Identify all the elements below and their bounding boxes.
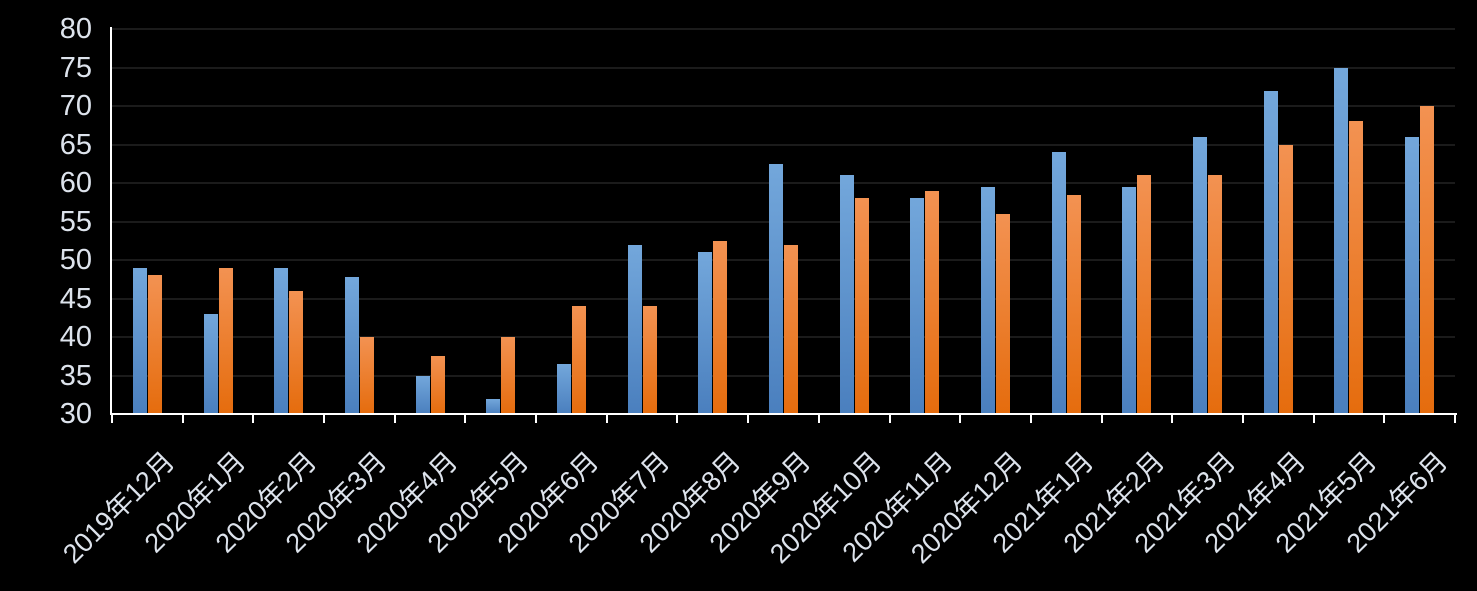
x-axis-tick [676,414,679,423]
bar-blue-series [344,276,359,414]
bar-blue-series [1334,67,1349,414]
bar-blue-series [1405,136,1420,414]
bar-blue-series [486,398,501,414]
bar-blue-series [839,175,854,414]
bar-blue-series [910,198,925,414]
x-axis-tick [464,414,467,423]
bar-orange-series [642,306,657,414]
bar-orange-series [1208,175,1223,414]
bar-orange-series [1349,121,1364,414]
bar-orange-series [430,356,445,414]
y-axis-tick-label: 65 [59,128,92,161]
x-axis-tick [252,414,255,423]
bar-blue-series [1193,136,1208,414]
x-axis-tick [605,414,608,423]
gridline [112,28,1455,30]
gridline [112,182,1455,184]
bar-blue-series [981,186,996,414]
y-axis-tick-label: 55 [59,205,92,238]
gridline [112,297,1455,300]
gridline [112,143,1455,146]
bar-blue-series [1263,90,1278,414]
gridline [112,259,1455,261]
bar-orange-series [289,290,304,414]
bar-orange-series [925,190,940,414]
y-axis-tick-label: 60 [59,167,92,199]
bar-orange-series [147,275,162,414]
bar-orange-series [218,267,233,414]
bar-orange-series [784,244,798,414]
x-axis-tick [747,414,750,423]
x-axis-tick [1029,414,1032,423]
x-axis-tick [181,414,184,423]
x-axis-tick [393,414,396,423]
bar-orange-series [854,198,869,414]
x-axis-tick [1171,414,1174,423]
bar-blue-series [132,267,147,414]
y-axis-line [110,27,112,414]
x-axis-tick [1454,414,1456,423]
bar-orange-series [1137,175,1152,414]
gridline [112,220,1455,223]
bar-orange-series [359,337,374,414]
gridline [112,336,1455,338]
bar-blue-series [627,244,642,414]
x-axis-tick [535,414,538,423]
bar-blue-series [415,375,430,414]
x-axis-tick [1241,414,1244,423]
bar-blue-series [556,363,571,414]
x-axis-tick [1100,414,1103,423]
gridline [112,66,1455,69]
y-axis-tick-label: 75 [59,51,92,84]
y-axis-tick-label: 40 [59,321,92,353]
gridline [112,374,1455,377]
bar-blue-series [203,313,218,414]
gridline [112,105,1455,107]
x-axis-tick [959,414,962,423]
y-axis-tick-label: 70 [59,90,92,122]
bar-orange-series [571,306,586,414]
bar-orange-series [996,213,1011,414]
x-axis-line [110,413,1457,415]
x-axis-tick [888,414,891,423]
bar-blue-series [274,267,289,414]
y-axis-tick-label: 80 [59,13,92,45]
y-axis-tick-label: 30 [59,398,92,430]
bar-blue-series [1051,152,1066,414]
x-axis-tick [1312,414,1315,423]
x-axis-tick [1383,414,1386,423]
y-axis-tick-label: 45 [59,282,92,315]
x-axis-tick [817,414,820,423]
bar-orange-series [1066,194,1081,414]
bar-blue-series [1122,186,1137,414]
y-axis-tick-label: 35 [59,359,92,392]
bar-blue-series [698,252,713,414]
y-axis-tick-label: 50 [59,244,92,276]
bar-orange-series [1420,106,1435,414]
bar-orange-series [713,240,728,414]
x-axis-tick [323,414,326,423]
bar-orange-series [501,337,516,414]
bar-blue-series [769,163,783,414]
bar-orange-series [1278,144,1293,414]
x-axis-tick [111,414,113,423]
